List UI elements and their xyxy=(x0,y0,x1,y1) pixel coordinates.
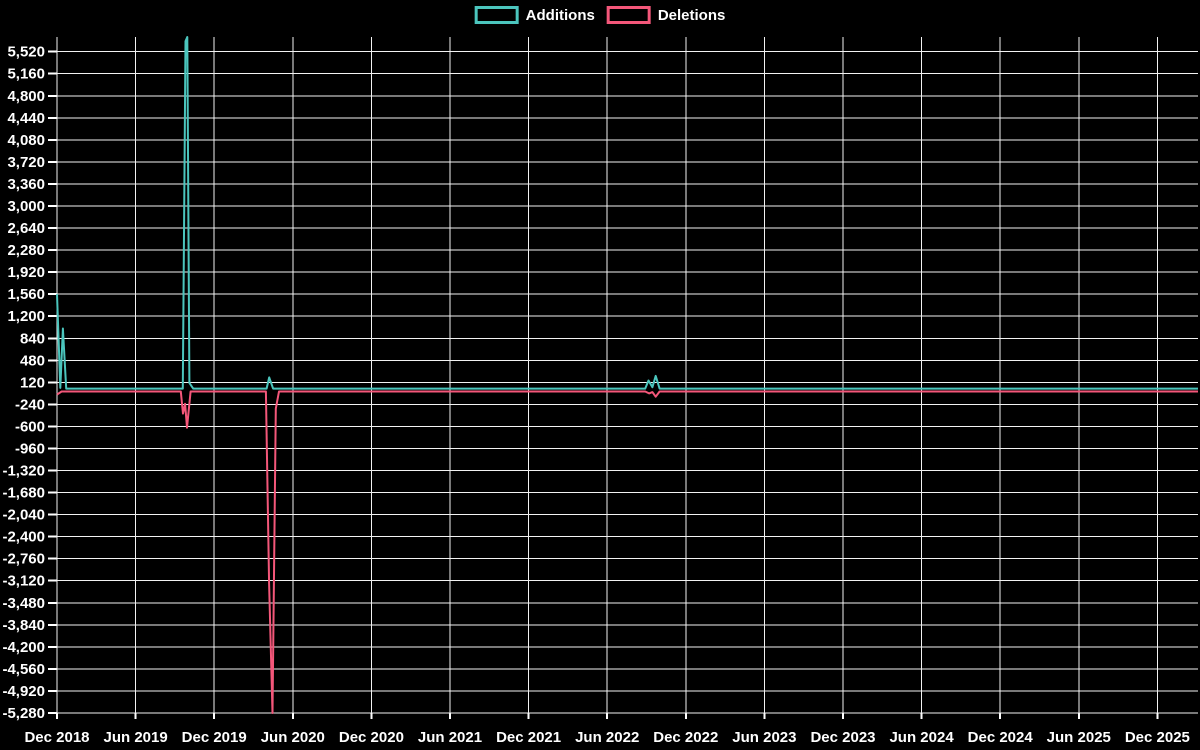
x-tick-label: Dec 2024 xyxy=(968,729,1034,746)
y-tick-label: 2,280 xyxy=(7,242,45,259)
y-tick-label: -600 xyxy=(15,418,45,435)
x-tick-label: Jun 2022 xyxy=(575,729,639,746)
y-tick-label: -4,200 xyxy=(2,639,45,656)
y-tick-label: -2,760 xyxy=(2,551,45,568)
y-tick-label: -3,120 xyxy=(2,573,45,590)
y-tick-label: -4,920 xyxy=(2,683,45,700)
y-tick-label: -3,840 xyxy=(2,617,45,634)
y-tick-label: 4,440 xyxy=(7,110,45,127)
legend-label-additions: Additions xyxy=(525,6,595,24)
x-tick-label: Dec 2019 xyxy=(182,729,247,746)
y-tick-label: 5,520 xyxy=(7,44,45,61)
y-tick-label: 4,800 xyxy=(7,88,45,105)
y-tick-label: 3,360 xyxy=(7,176,45,193)
y-tick-label: -2,040 xyxy=(2,507,45,524)
y-tick-label: 5,160 xyxy=(7,66,45,83)
y-tick-label: 1,560 xyxy=(7,286,45,303)
x-tick-label: Dec 2018 xyxy=(24,729,89,746)
x-tick-label: Jun 2020 xyxy=(261,729,325,746)
y-tick-label: 3,720 xyxy=(7,154,45,171)
x-tick-label: Dec 2020 xyxy=(339,729,404,746)
legend-label-deletions: Deletions xyxy=(657,6,726,24)
deletions-swatch-icon xyxy=(606,6,651,24)
y-tick-label: 3,000 xyxy=(7,198,45,215)
y-tick-label: -960 xyxy=(15,440,45,457)
y-tick-label: 120 xyxy=(20,374,45,391)
x-tick-label: Jun 2024 xyxy=(889,729,954,746)
x-tick-label: Jun 2019 xyxy=(103,729,167,746)
y-tick-label: 840 xyxy=(20,330,45,347)
additions-swatch-icon xyxy=(474,6,519,24)
x-tick-label: Jun 2025 xyxy=(1047,729,1111,746)
x-tick-label: Jun 2021 xyxy=(418,729,482,746)
y-tick-label: -4,560 xyxy=(2,661,45,678)
x-tick-label: Dec 2021 xyxy=(496,729,561,746)
y-tick-label: -1,320 xyxy=(2,463,45,480)
y-tick-label: 480 xyxy=(20,352,45,369)
deletions-line xyxy=(56,390,1198,714)
x-tick-label: Dec 2025 xyxy=(1125,729,1190,746)
y-tick-label: 1,200 xyxy=(7,308,45,325)
y-tick-label: 1,920 xyxy=(7,264,45,281)
y-tick-label: -2,400 xyxy=(2,529,45,546)
y-tick-label: -1,680 xyxy=(2,485,45,502)
additions-line xyxy=(56,36,1198,390)
y-tick-label: -3,480 xyxy=(2,595,45,612)
x-tick-label: Dec 2023 xyxy=(810,729,875,746)
y-tick-label: -240 xyxy=(15,396,45,413)
y-tick-label: 4,080 xyxy=(7,132,45,149)
chart-legend: Additions Deletions xyxy=(474,6,726,24)
legend-item-deletions[interactable]: Deletions xyxy=(606,6,726,24)
x-tick-label: Dec 2022 xyxy=(653,729,718,746)
y-tick-label: 2,640 xyxy=(7,220,45,237)
legend-item-additions[interactable]: Additions xyxy=(474,6,595,24)
y-tick-label: -5,280 xyxy=(2,705,45,722)
x-tick-label: Jun 2023 xyxy=(732,729,796,746)
